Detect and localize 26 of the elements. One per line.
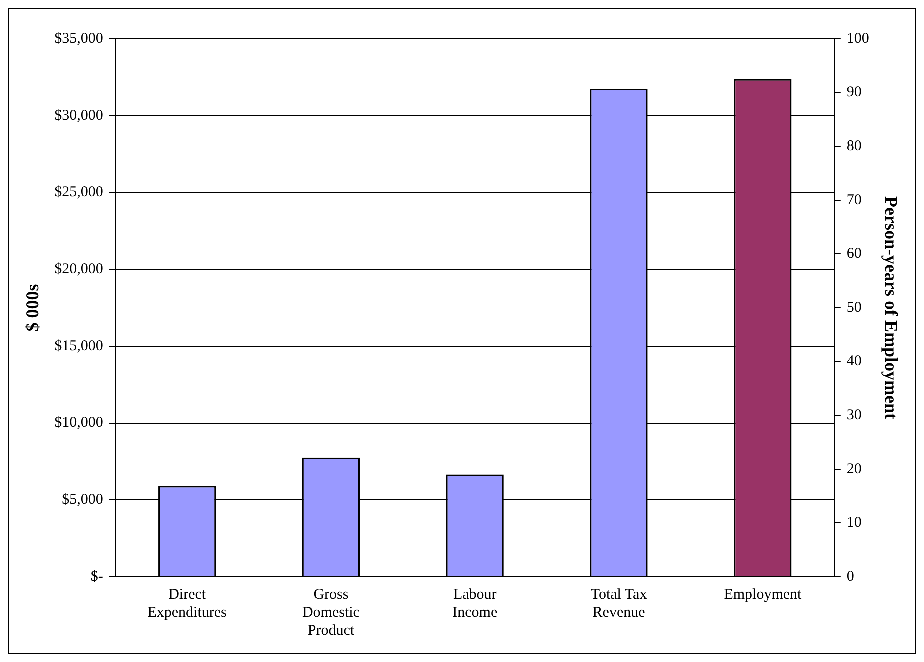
y2-tick-label: 60: [846, 246, 862, 262]
y-tick-label: $35,000: [54, 30, 104, 47]
y-tick-label: $30,000: [54, 108, 104, 124]
y2-tick-label: 20: [846, 461, 862, 478]
y2-axis-title: Person-years of Employment: [882, 196, 902, 420]
y-tick-label: $10,000: [54, 415, 104, 432]
y2-tick-label: 30: [846, 408, 862, 424]
y-tick-label: $5,000: [62, 492, 104, 508]
x-tick-label: Labour Income: [452, 586, 498, 621]
y-tick-label: $20,000: [54, 262, 104, 278]
y2-tick-label: 40: [846, 354, 862, 370]
y-tick-label: $-: [90, 568, 104, 585]
x-tick-label: Employment: [724, 586, 803, 603]
y2-tick-label: 80: [846, 138, 862, 155]
y2-tick-label: 50: [846, 300, 862, 316]
x-tick-label: Gross Domestic Product: [302, 586, 360, 639]
x-tick-label: Total Tax Revenue: [590, 586, 648, 621]
y-tick-label: $15,000: [54, 338, 104, 354]
y2-tick-label: 10: [846, 515, 862, 532]
y2-tick-label: 90: [846, 84, 862, 101]
y2-tick-label: 0: [846, 568, 854, 585]
y2-tick-label: 100: [846, 30, 870, 47]
x-tick-label: Direct Expenditures: [148, 586, 228, 621]
y-axis-title: $ 000s: [22, 284, 42, 332]
y-tick-label: $25,000: [54, 184, 104, 201]
y2-tick-label: 70: [846, 192, 862, 208]
